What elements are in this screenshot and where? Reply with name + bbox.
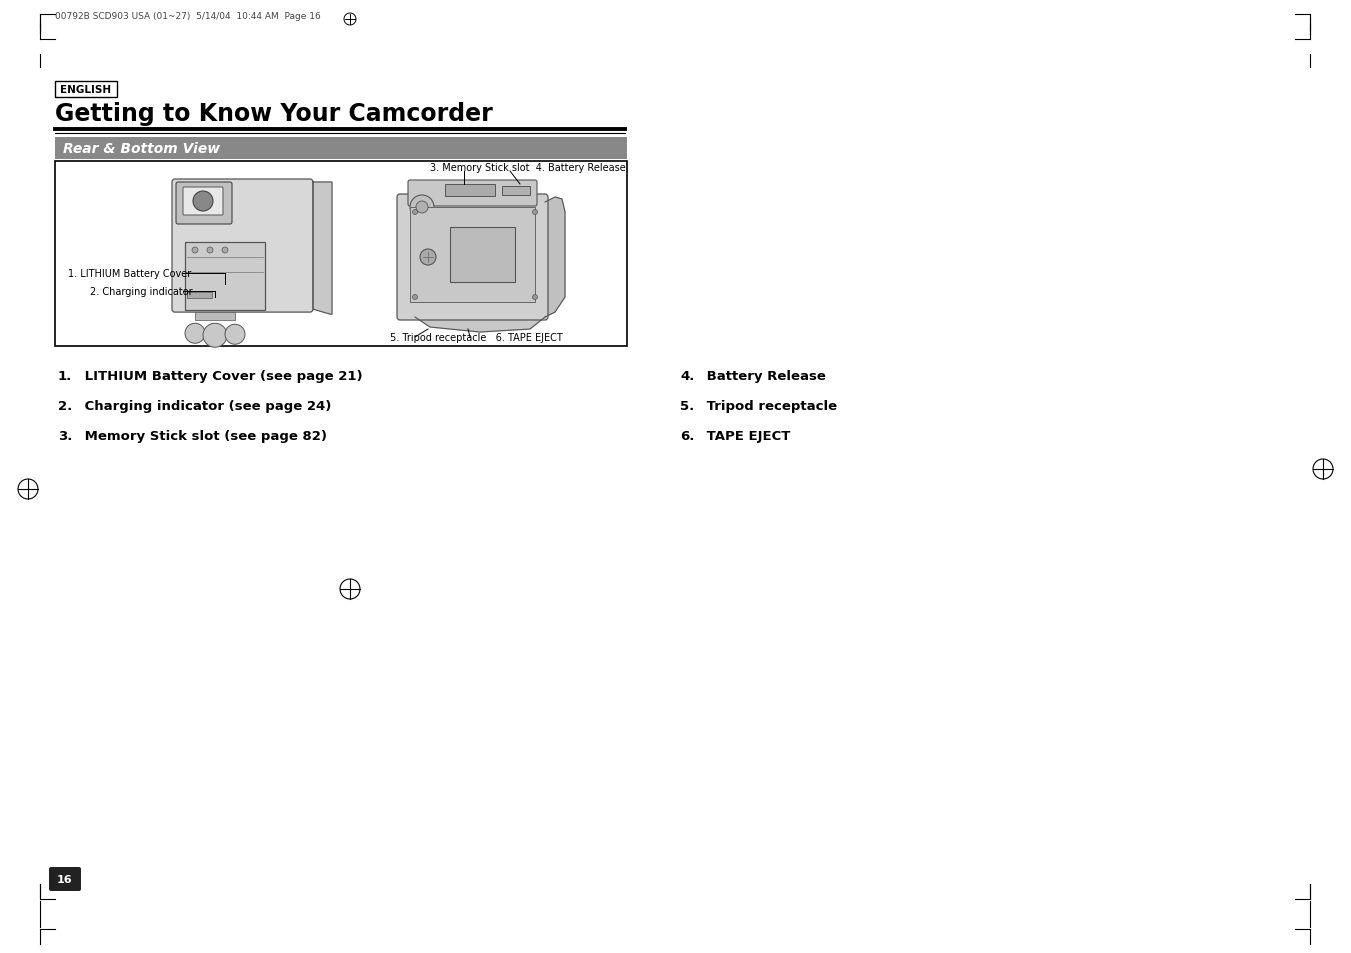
- Text: 6.: 6.: [680, 430, 694, 442]
- Text: 2. Charging indicator: 2. Charging indicator: [91, 287, 193, 296]
- Circle shape: [185, 324, 205, 344]
- Circle shape: [226, 325, 245, 345]
- FancyBboxPatch shape: [172, 180, 313, 313]
- Bar: [450, 228, 515, 283]
- Circle shape: [532, 295, 538, 300]
- Circle shape: [532, 211, 538, 215]
- Circle shape: [412, 295, 417, 300]
- Circle shape: [192, 248, 199, 253]
- Bar: [55, 162, 627, 347]
- FancyBboxPatch shape: [397, 194, 549, 320]
- Text: LITHIUM Battery Cover (see page 21): LITHIUM Battery Cover (see page 21): [80, 370, 362, 382]
- Polygon shape: [544, 198, 565, 317]
- Circle shape: [207, 248, 213, 253]
- Circle shape: [203, 324, 227, 348]
- Text: Memory Stick slot (see page 82): Memory Stick slot (see page 82): [80, 430, 327, 442]
- Text: 3. Memory Stick slot  4. Battery Release: 3. Memory Stick slot 4. Battery Release: [430, 163, 626, 172]
- Text: Tripod receptacle: Tripod receptacle: [703, 399, 838, 413]
- Bar: [55, 138, 627, 160]
- Text: Rear & Bottom View: Rear & Bottom View: [63, 142, 220, 156]
- Text: 5.: 5.: [680, 399, 694, 413]
- Bar: [444, 185, 494, 196]
- Circle shape: [416, 202, 428, 213]
- Text: Getting to Know Your Camcorder: Getting to Know Your Camcorder: [55, 102, 493, 126]
- Text: ENGLISH: ENGLISH: [61, 85, 112, 95]
- Bar: [409, 208, 535, 303]
- Text: TAPE EJECT: TAPE EJECT: [703, 430, 790, 442]
- Circle shape: [222, 248, 228, 253]
- Polygon shape: [313, 183, 332, 314]
- Bar: [503, 187, 530, 195]
- FancyBboxPatch shape: [49, 867, 81, 891]
- FancyBboxPatch shape: [176, 183, 232, 225]
- Text: 1.: 1.: [58, 370, 72, 382]
- Bar: [186, 293, 212, 298]
- Text: 5. Tripod receptacle   6. TAPE EJECT: 5. Tripod receptacle 6. TAPE EJECT: [390, 333, 563, 343]
- Circle shape: [409, 195, 434, 220]
- Text: Charging indicator (see page 24): Charging indicator (see page 24): [80, 399, 331, 413]
- Circle shape: [420, 250, 436, 266]
- Circle shape: [193, 192, 213, 212]
- Polygon shape: [415, 317, 544, 333]
- Text: 3.: 3.: [58, 430, 73, 442]
- Text: 2.: 2.: [58, 399, 72, 413]
- Text: 1. LITHIUM Battery Cover: 1. LITHIUM Battery Cover: [68, 269, 192, 278]
- Text: 4.: 4.: [680, 370, 694, 382]
- Circle shape: [412, 211, 417, 215]
- Bar: [185, 243, 265, 311]
- Text: 00792B SCD903 USA (01~27)  5/14/04  10:44 AM  Page 16: 00792B SCD903 USA (01~27) 5/14/04 10:44 …: [55, 12, 320, 21]
- Bar: [55, 82, 118, 98]
- FancyBboxPatch shape: [182, 188, 223, 215]
- Bar: [195, 313, 235, 320]
- Text: 16: 16: [57, 874, 73, 884]
- Text: Battery Release: Battery Release: [703, 370, 825, 382]
- FancyBboxPatch shape: [408, 181, 536, 207]
